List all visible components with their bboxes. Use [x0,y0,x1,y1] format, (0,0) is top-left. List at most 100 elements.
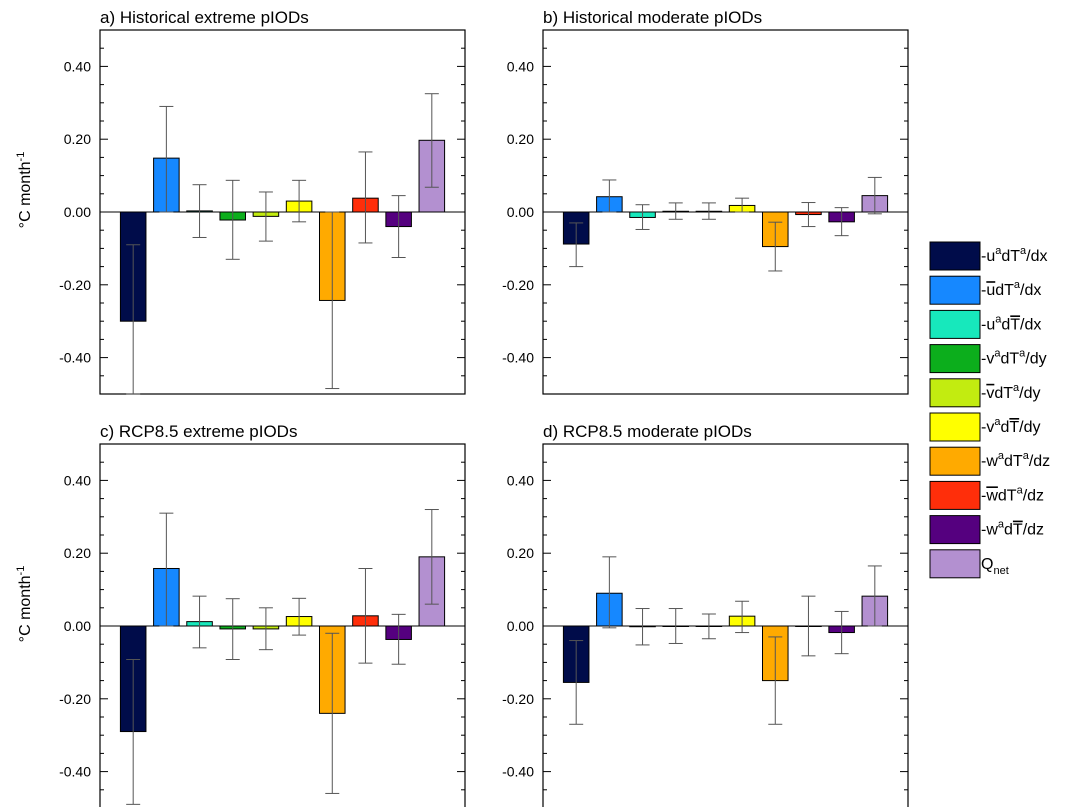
error-bar-2 [602,556,617,629]
legend-entry-3: -uadT/dx [929,309,1041,339]
legend-label: -uadT/dx [981,313,1041,333]
legend-entry-1: -uadTa/dx [929,241,1048,271]
y-tick-label: 0.20 [64,545,91,561]
error-bar-3 [192,595,207,649]
error-bar-1 [569,640,584,725]
error-bar-2 [159,512,174,627]
error-bar-10 [867,565,882,627]
y-tick-label: -0.20 [502,277,534,293]
error-bar-4 [668,202,683,220]
legend-swatch [929,241,981,271]
error-bar-3 [635,204,650,230]
legend: -uadTa/dx -udTa/dx -uadT/dx -vadTa/dy -vdTa/… [929,241,1050,579]
error-bar-6 [735,197,750,213]
legend-label: -vdTa/dy [981,382,1040,402]
error-bar-7 [768,636,783,725]
error-bar-7 [768,221,783,272]
legend-entry-4: -vadTa/dy [929,344,1047,374]
error-bar-7 [325,211,340,390]
panel-2: 0.40 0.20 0.00 -0.20 -0.40 b) Historical mode… [502,8,909,395]
y-tick-label: 0.00 [64,204,91,220]
y-tick-label: 0.40 [64,472,91,488]
error-bar-5 [701,613,716,640]
legend-swatch [929,412,981,442]
y-tick-label: -0.20 [59,277,91,293]
legend-label: -vadTa/dy [981,348,1047,368]
legend-label: -udTa/dx [981,279,1041,299]
error-bar-2 [602,179,617,213]
error-bar-8 [358,567,373,664]
y-axis-label: °C month-1 [15,566,34,643]
error-bar-1 [126,244,141,395]
panel-title: d) RCP8.5 moderate pIODs [543,422,752,441]
error-bar-3 [192,184,207,238]
legend-swatch [929,515,981,545]
legend-entry-9: -wadT/dz [929,515,1044,545]
panel-title: b) Historical moderate pIODs [543,8,762,27]
error-bar-5 [258,607,273,651]
panel-1: 0.40 0.20 0.00 -0.20 -0.40 a) Historical extr… [15,8,466,395]
legend-entry-7: -wadTa/dz [929,446,1050,476]
error-bar-6 [735,600,750,634]
legend-entry-8: -wdTa/dz [929,480,1044,510]
legend-swatch [929,378,981,408]
y-tick-label: 0.20 [507,131,534,147]
y-tick-label: -0.20 [502,691,534,707]
error-bar-10 [424,93,439,188]
error-bar-9 [834,610,849,655]
panel-3: 0.40 0.20 0.00 -0.20 -0.40 c) RCP8.5 extreme … [15,422,466,807]
legend-swatch [929,549,981,579]
error-bar-1 [126,658,141,805]
panel-title: a) Historical extreme pIODs [100,8,309,27]
error-bar-3 [635,608,650,646]
error-bar-6 [292,179,307,223]
legend-swatch [929,275,981,305]
y-tick-label: -0.40 [59,764,91,780]
panels: 0.40 0.20 0.00 -0.20 -0.40 a) Historical extr… [15,8,909,807]
legend-swatch [929,480,981,510]
error-bar-8 [801,595,816,657]
error-bar-9 [391,613,406,665]
error-bar-1 [569,222,584,268]
error-bar-2 [159,105,174,213]
y-tick-label: 0.00 [507,618,534,634]
y-tick-label: 0.40 [507,58,534,74]
error-bar-7 [325,632,340,794]
legend-swatch [929,344,981,374]
legend-entry-10: Qnet [929,549,1009,579]
legend-swatch [929,446,981,476]
error-bar-10 [424,509,439,605]
y-tick-label: -0.40 [502,350,534,366]
error-bar-10 [867,176,882,215]
error-bar-9 [391,195,406,258]
legend-label: -vadT/dy [981,416,1040,436]
legend-entry-2: -udTa/dx [929,275,1041,305]
legend-entry-5: -vdTa/dy [929,378,1040,408]
legend-label: -wadTa/dz [981,450,1050,470]
error-bar-8 [801,202,816,228]
panel-4: 0.40 0.20 0.00 -0.20 -0.40 d) RCP8.5 moderate… [502,422,909,807]
legend-swatch [929,309,981,339]
y-tick-label: 0.00 [64,618,91,634]
legend-label: -wadT/dz [981,519,1044,539]
y-tick-label: 0.00 [507,204,534,220]
legend-label: -uadTa/dx [981,245,1048,265]
y-tick-label: 0.40 [507,472,534,488]
legend-entry-6: -vadT/dy [929,412,1040,442]
y-tick-label: 0.20 [64,131,91,147]
error-bar-4 [225,598,240,660]
y-tick-label: 0.20 [507,545,534,561]
panel-title: c) RCP8.5 extreme pIODs [100,422,297,441]
y-tick-label: -0.40 [502,764,534,780]
y-tick-label: -0.20 [59,691,91,707]
legend-label: Qnet [981,556,1009,577]
y-axis-label: °C month-1 [15,152,34,229]
legend-label: -wdTa/dz [981,484,1044,504]
error-bar-5 [258,191,273,242]
error-bar-8 [358,151,373,244]
error-bar-4 [668,608,683,644]
error-bar-4 [225,179,240,260]
y-tick-label: 0.40 [64,58,91,74]
error-bar-9 [834,207,849,237]
